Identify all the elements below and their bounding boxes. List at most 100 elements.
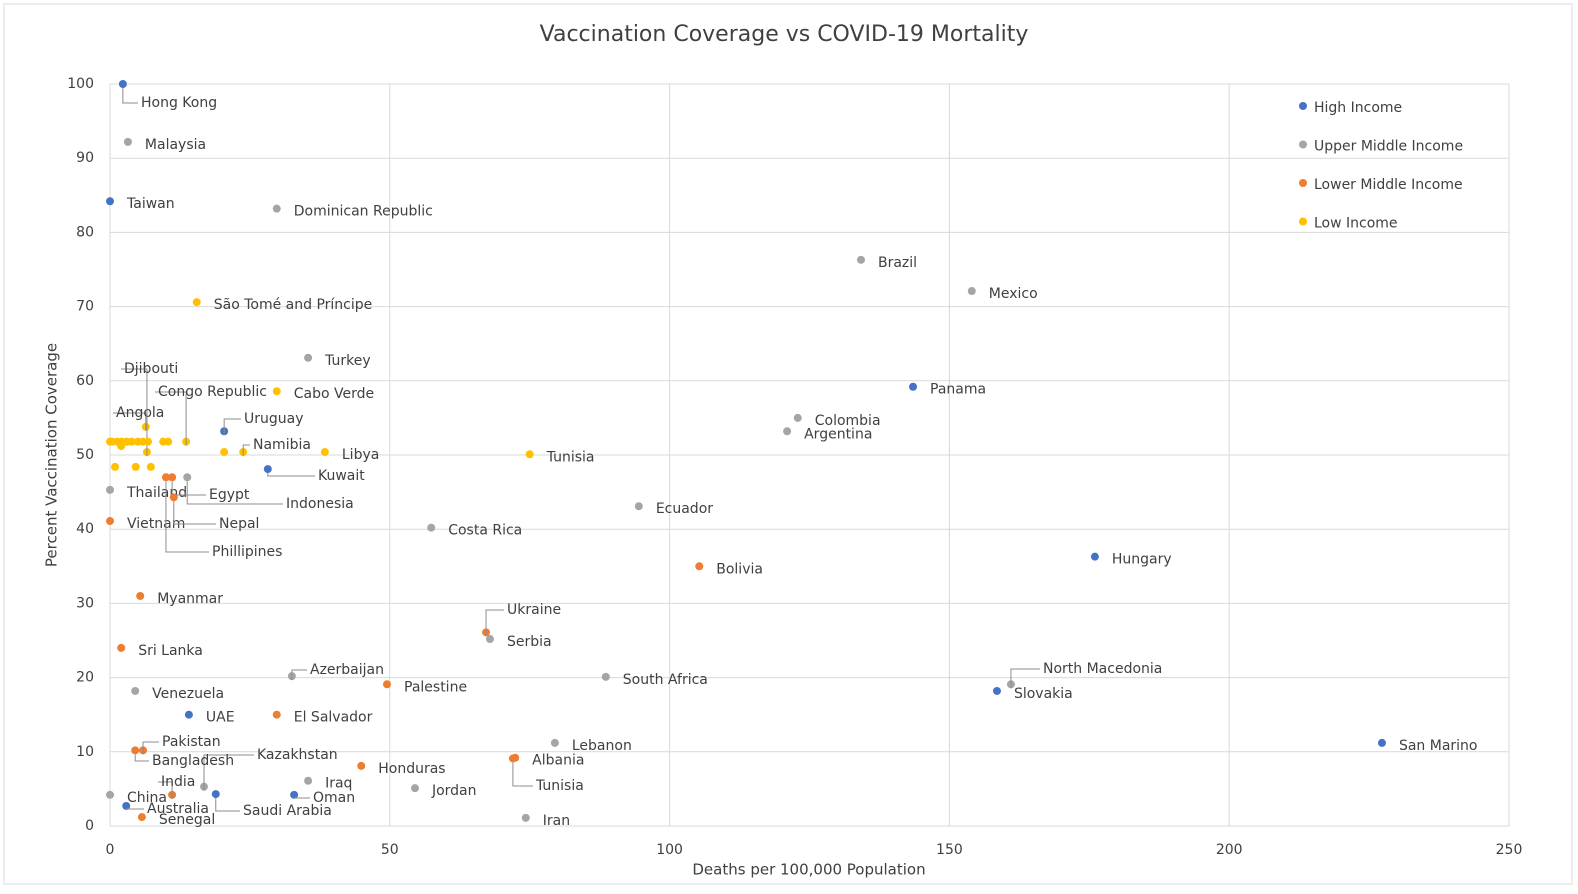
point bbox=[601, 672, 610, 681]
point-label: Colombia bbox=[815, 413, 881, 429]
leader-line bbox=[512, 762, 533, 787]
legend-marker bbox=[1299, 179, 1307, 187]
point-label: Tunisia bbox=[546, 449, 595, 465]
leader-line bbox=[242, 444, 250, 457]
point bbox=[634, 502, 643, 511]
point bbox=[184, 710, 193, 719]
leader-line bbox=[173, 501, 216, 525]
point-label: Senegal bbox=[159, 812, 215, 828]
point-label: China bbox=[127, 790, 167, 806]
point-label: Dominican Republic bbox=[294, 204, 433, 220]
leader-line bbox=[158, 781, 173, 799]
leader-line bbox=[293, 797, 310, 799]
leader-line bbox=[485, 609, 504, 637]
y-tick-label: 40 bbox=[76, 521, 94, 537]
point bbox=[967, 287, 976, 296]
point-label: Saudi Arabia bbox=[243, 803, 332, 819]
y-tick-label: 70 bbox=[76, 299, 94, 315]
leader-line bbox=[155, 391, 187, 446]
legend-label: Low Income bbox=[1314, 216, 1398, 232]
point-label: Hong Kong bbox=[141, 95, 217, 111]
point-label: Bolivia bbox=[716, 561, 763, 577]
point-label: Uruguay bbox=[244, 411, 304, 427]
x-tick-label: 200 bbox=[1216, 842, 1243, 858]
point-label: Djibouti bbox=[124, 361, 178, 377]
point-label: Pakistan bbox=[162, 734, 221, 750]
point-label: Kazakhstan bbox=[257, 747, 338, 763]
point bbox=[272, 387, 281, 396]
point-label: Vietnam bbox=[127, 516, 185, 532]
point bbox=[427, 523, 436, 532]
y-tick-label: 0 bbox=[85, 818, 94, 834]
point bbox=[272, 710, 281, 719]
point bbox=[856, 255, 865, 264]
point bbox=[136, 591, 145, 600]
point-label: Serbia bbox=[507, 634, 552, 650]
point bbox=[118, 80, 127, 88]
point-label: Turkey bbox=[324, 353, 371, 369]
point bbox=[525, 450, 534, 459]
y-tick-label: 80 bbox=[76, 224, 94, 240]
x-tick-label: 0 bbox=[106, 842, 115, 858]
point-label: Palestine bbox=[404, 679, 467, 695]
point-label: Iraq bbox=[325, 776, 352, 792]
point bbox=[211, 790, 220, 799]
point bbox=[793, 413, 802, 422]
point bbox=[410, 784, 419, 793]
point bbox=[263, 465, 272, 474]
point bbox=[909, 382, 918, 391]
leader-line bbox=[267, 473, 315, 477]
leader-line bbox=[1010, 668, 1040, 689]
point-label: Thailand bbox=[126, 485, 187, 501]
point bbox=[383, 680, 392, 689]
point-label: North Macedonia bbox=[1043, 661, 1162, 677]
point-label: Egypt bbox=[209, 487, 250, 503]
point bbox=[695, 562, 704, 571]
point bbox=[123, 137, 132, 146]
point bbox=[320, 448, 329, 457]
point-label: South Africa bbox=[623, 672, 708, 688]
point bbox=[137, 813, 146, 822]
leader-line bbox=[215, 798, 240, 812]
leader-line bbox=[203, 754, 254, 791]
point-label: Libya bbox=[342, 447, 379, 463]
point-label: San Marino bbox=[1399, 738, 1478, 754]
point-label: Tunisia bbox=[535, 778, 584, 794]
legend-marker bbox=[1299, 102, 1307, 110]
leader-line bbox=[121, 368, 148, 457]
point-label: Kuwait bbox=[318, 468, 365, 484]
y-axis-label: Percent Vaccination Coverage bbox=[43, 343, 61, 567]
y-tick-label: 30 bbox=[76, 595, 94, 611]
point-label: Mexico bbox=[989, 286, 1038, 302]
point bbox=[183, 473, 192, 482]
point bbox=[272, 204, 281, 213]
point-label: Myanmar bbox=[157, 591, 223, 607]
legend-label: High Income bbox=[1314, 100, 1402, 116]
y-tick-label: 50 bbox=[76, 447, 94, 463]
point-label: Ukraine bbox=[507, 602, 561, 618]
point-label: Lebanon bbox=[572, 738, 632, 754]
legend-label: Lower Middle Income bbox=[1314, 177, 1463, 193]
point bbox=[1377, 738, 1386, 747]
point bbox=[169, 493, 178, 502]
point bbox=[144, 437, 153, 446]
point-label: Panama bbox=[930, 382, 986, 398]
point-label: Indonesia bbox=[286, 496, 354, 512]
x-axis-label: Deaths per 100,000 Population bbox=[692, 861, 925, 879]
point bbox=[550, 738, 559, 747]
legend-label: Upper Middle Income bbox=[1314, 139, 1463, 155]
leader-line bbox=[125, 808, 144, 810]
point-label: Oman bbox=[313, 790, 355, 806]
chart-frame bbox=[3, 3, 1573, 885]
point bbox=[192, 298, 201, 307]
point-label: Albania bbox=[532, 753, 584, 769]
point-label: Hungary bbox=[1112, 552, 1172, 568]
point bbox=[106, 517, 114, 526]
point bbox=[992, 686, 1001, 695]
point bbox=[1090, 552, 1099, 561]
point bbox=[290, 790, 299, 799]
point bbox=[304, 776, 313, 785]
point-label: Sri Lanka bbox=[138, 643, 203, 659]
point-label: Nepal bbox=[219, 516, 259, 532]
